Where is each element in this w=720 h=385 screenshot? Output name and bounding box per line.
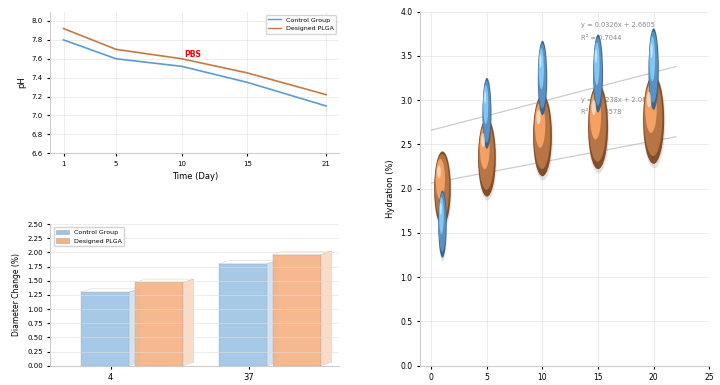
Polygon shape <box>320 251 332 366</box>
Ellipse shape <box>649 37 655 81</box>
Control Group <box>177 64 186 69</box>
Ellipse shape <box>590 93 601 139</box>
Ellipse shape <box>594 42 600 85</box>
Control Group <box>322 104 330 108</box>
Control Group <box>112 57 120 61</box>
Ellipse shape <box>438 191 446 258</box>
Ellipse shape <box>538 41 547 115</box>
Ellipse shape <box>538 44 546 109</box>
Ellipse shape <box>588 84 608 169</box>
X-axis label: Time (Day): Time (Day) <box>172 172 218 181</box>
Ellipse shape <box>437 166 441 178</box>
Y-axis label: pH: pH <box>17 77 26 88</box>
Y-axis label: Diameter Change (%): Diameter Change (%) <box>12 253 22 336</box>
Designed PLGA <box>59 26 68 31</box>
Polygon shape <box>135 279 194 283</box>
Text: y = 0.0326x + 2.6605: y = 0.0326x + 2.6605 <box>581 22 655 28</box>
Polygon shape <box>267 260 278 366</box>
Ellipse shape <box>649 32 658 103</box>
FancyBboxPatch shape <box>219 264 267 366</box>
FancyBboxPatch shape <box>273 254 320 366</box>
Line: Designed PLGA: Designed PLGA <box>63 28 326 95</box>
Ellipse shape <box>593 35 603 112</box>
FancyBboxPatch shape <box>81 292 129 366</box>
Ellipse shape <box>439 197 444 234</box>
Ellipse shape <box>438 193 446 252</box>
Ellipse shape <box>595 49 597 63</box>
Designed PLGA <box>112 47 120 52</box>
Text: R² = 0.6578: R² = 0.6578 <box>581 109 622 115</box>
Ellipse shape <box>480 127 490 169</box>
Ellipse shape <box>434 151 451 229</box>
Ellipse shape <box>644 79 662 156</box>
Ellipse shape <box>593 37 602 105</box>
Ellipse shape <box>593 35 603 116</box>
Ellipse shape <box>533 95 552 176</box>
Ellipse shape <box>649 28 659 110</box>
Polygon shape <box>273 251 332 254</box>
Ellipse shape <box>484 91 486 104</box>
Ellipse shape <box>650 44 652 58</box>
FancyBboxPatch shape <box>135 283 183 366</box>
Ellipse shape <box>649 28 660 114</box>
Ellipse shape <box>647 92 652 107</box>
Polygon shape <box>219 260 278 264</box>
Text: PBS: PBS <box>184 50 202 59</box>
Ellipse shape <box>536 110 541 124</box>
Ellipse shape <box>483 80 490 142</box>
Polygon shape <box>129 289 140 366</box>
Ellipse shape <box>482 78 491 149</box>
Ellipse shape <box>434 151 451 226</box>
Ellipse shape <box>440 203 441 215</box>
Ellipse shape <box>538 41 548 119</box>
Ellipse shape <box>645 84 657 133</box>
Control Group <box>243 80 252 85</box>
Ellipse shape <box>479 122 494 190</box>
Ellipse shape <box>588 84 609 173</box>
Designed PLGA <box>243 70 252 75</box>
Ellipse shape <box>589 87 606 162</box>
Text: y = 0.0238x + 2.0627: y = 0.0238x + 2.0627 <box>581 97 655 103</box>
Ellipse shape <box>592 100 596 115</box>
Ellipse shape <box>539 48 544 89</box>
Ellipse shape <box>643 75 664 164</box>
Ellipse shape <box>534 98 550 169</box>
Ellipse shape <box>643 75 665 168</box>
Designed PLGA <box>322 92 330 97</box>
Ellipse shape <box>478 119 497 201</box>
Legend: Control Group, Designed PLGA: Control Group, Designed PLGA <box>53 227 124 246</box>
Ellipse shape <box>533 95 553 180</box>
Y-axis label: Hydration (%): Hydration (%) <box>386 159 395 218</box>
Control Group <box>59 38 68 42</box>
Ellipse shape <box>482 78 492 152</box>
Ellipse shape <box>539 55 541 68</box>
Ellipse shape <box>438 191 447 261</box>
Ellipse shape <box>478 119 496 197</box>
Text: R² = 0.7044: R² = 0.7044 <box>581 35 622 41</box>
Designed PLGA <box>177 57 186 61</box>
Polygon shape <box>183 279 194 366</box>
Line: Control Group: Control Group <box>63 40 326 106</box>
Ellipse shape <box>481 133 485 147</box>
Legend: Control Group, Designed PLGA: Control Group, Designed PLGA <box>266 15 336 33</box>
Ellipse shape <box>483 85 488 124</box>
Ellipse shape <box>435 154 449 219</box>
Polygon shape <box>81 289 140 292</box>
Ellipse shape <box>436 159 445 200</box>
Ellipse shape <box>535 103 545 148</box>
